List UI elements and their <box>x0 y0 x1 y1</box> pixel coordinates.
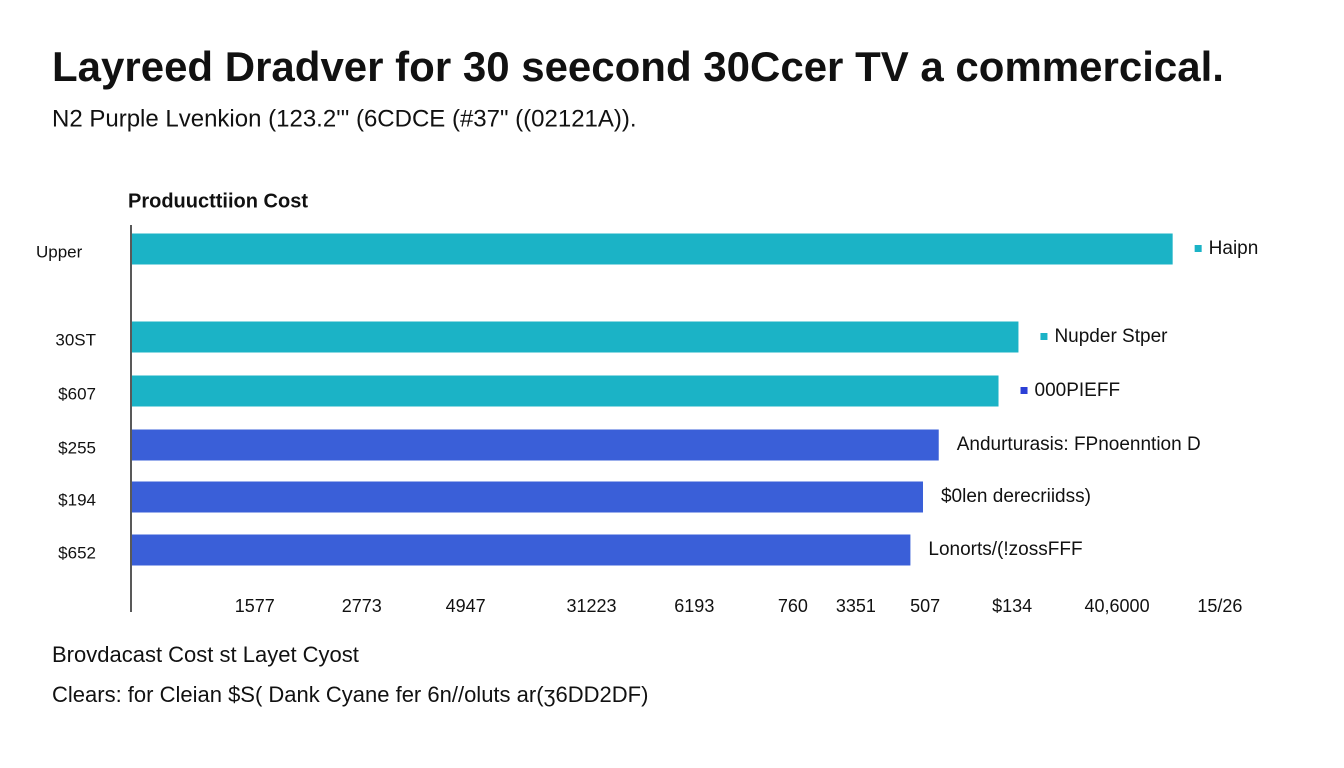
annotation: Lonorts/(!zossFFF <box>928 539 1082 560</box>
annotation: $0len derecriidss) <box>941 486 1091 507</box>
annotation: Nupder Stper <box>1054 326 1168 347</box>
legend-marker <box>1040 333 1048 340</box>
annotation: 000PIEFF <box>1035 380 1121 401</box>
annotation: Andurturasis: FPnoenntion D <box>957 434 1201 455</box>
x-tick-label: 6193 <box>674 596 714 616</box>
legend-marker <box>1020 387 1028 394</box>
y-tick-label: $255 <box>58 438 96 457</box>
x-tick-label: $134 <box>992 596 1032 616</box>
chart-subtitle: N2 Purple Lvenkion (123.2'" (6CDCE (#37"… <box>52 105 637 132</box>
x-tick-label: 40,6000 <box>1085 596 1150 616</box>
x-tick-label: 4947 <box>446 596 486 616</box>
bar <box>132 429 939 461</box>
legend-marker <box>1194 245 1202 252</box>
chart-title: Layreed Dradver for 30 seecond 30Ccer TV… <box>52 43 1224 90</box>
x-tick-label: 3351 <box>836 596 876 616</box>
y-tick-label: $652 <box>58 543 96 562</box>
y-tick-label: 30ST <box>55 330 96 349</box>
x-tick-label: 2773 <box>342 596 382 616</box>
x-tick-label: 31223 <box>566 596 616 616</box>
x-tick-label: 15/26 <box>1197 596 1242 616</box>
bar <box>132 534 911 566</box>
axis-title: Produucttiion Cost <box>128 190 308 212</box>
y-tick-label: Upper <box>36 242 83 261</box>
bar <box>132 233 1173 265</box>
annotation: Haipn <box>1209 238 1259 259</box>
x-tick-label: 1577 <box>235 596 275 616</box>
bar <box>132 321 1019 353</box>
bar <box>132 375 999 407</box>
bar <box>132 481 923 513</box>
x-tick-label: 760 <box>778 596 808 616</box>
y-tick-label: $194 <box>58 490 96 509</box>
footer-note: Clears: for Cleian $S( Dank Cyane fer 6n… <box>52 682 648 707</box>
y-tick-label: $607 <box>58 384 96 403</box>
footer-title: Brovdacast Cost st Layet Cyost <box>52 642 359 667</box>
x-tick-label: 507 <box>910 596 940 616</box>
